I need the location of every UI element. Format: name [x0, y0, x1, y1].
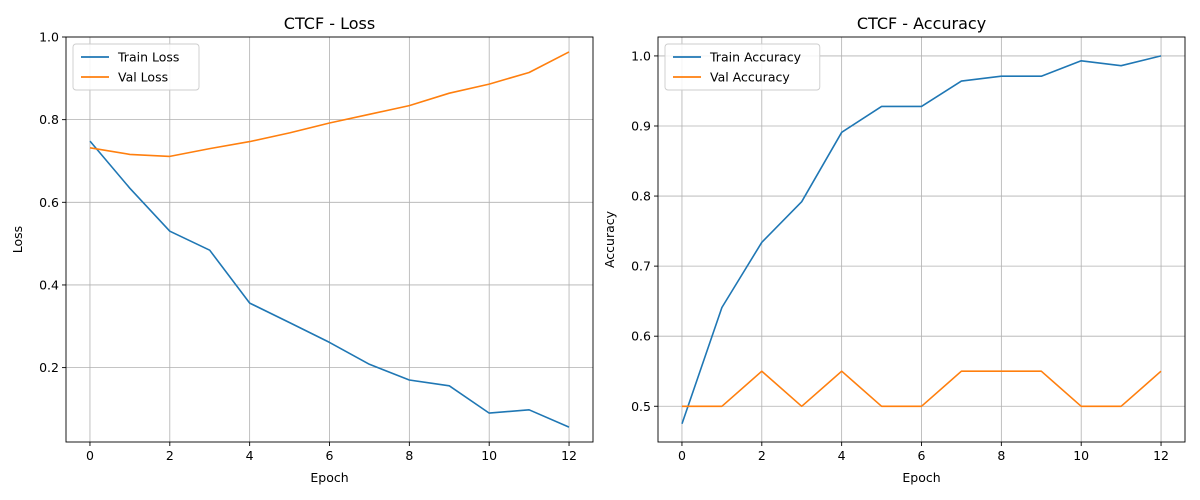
loss-legend-box [72, 43, 200, 91]
loss-series-train [89, 140, 570, 428]
accuracy-series-train [681, 55, 1162, 425]
loss-chart: CTCF - Loss Epoch Loss 0 2 4 6 8 10 12 0.2 0.4 0.… [10, 14, 594, 485]
accuracy-ytick-label: 0.8 [631, 189, 651, 204]
loss-chart-title: CTCF - Loss [284, 14, 375, 33]
loss-xtick-label: 2 [166, 448, 174, 463]
accuracy-xtick-label: 8 [997, 448, 1005, 463]
accuracy-ytick-label: 1.0 [631, 48, 651, 63]
loss-xtick-label: 0 [86, 448, 94, 463]
loss-xtick-label: 8 [405, 448, 413, 463]
loss-xtick-label: 6 [326, 448, 334, 463]
loss-xtick-label: 10 [481, 448, 497, 463]
loss-xtick-label: 12 [561, 448, 577, 463]
loss-ytick-label: 0.2 [39, 360, 59, 375]
loss-ytick-label: 0.4 [39, 277, 59, 292]
accuracy-chart-xlabel: Epoch [902, 470, 940, 485]
accuracy-legend-box [664, 43, 821, 91]
accuracy-series-val [682, 370, 1162, 408]
accuracy-xtick-label: 10 [1073, 448, 1089, 463]
accuracy-xtick-label: 4 [838, 448, 846, 463]
loss-legend-label: Train Loss [117, 50, 179, 65]
accuracy-legend-label: Train Accuracy [709, 50, 802, 65]
accuracy-xtick-label: 0 [678, 448, 686, 463]
accuracy-chart: CTCF - Accuracy Epoch Accuracy 0 2 4 6 8 10 12… [602, 14, 1186, 485]
accuracy-xtick-label: 2 [758, 448, 766, 463]
accuracy-ytick-label: 0.5 [631, 399, 651, 414]
loss-chart-xlabel: Epoch [310, 470, 348, 485]
loss-series-val [89, 51, 570, 158]
loss-xtick-label: 4 [246, 448, 254, 463]
accuracy-xtick-label: 6 [918, 448, 926, 463]
accuracy-chart-title: CTCF - Accuracy [857, 14, 986, 33]
accuracy-ytick-label: 0.9 [631, 118, 651, 133]
loss-legend-label: Val Loss [118, 70, 168, 85]
loss-chart-ylabel: Loss [10, 226, 25, 253]
accuracy-legend-label: Val Accuracy [710, 70, 790, 85]
loss-ytick-label: 0.6 [39, 195, 59, 210]
loss-ytick-label: 1.0 [39, 30, 59, 45]
loss-ytick-label: 0.8 [39, 112, 59, 127]
accuracy-xtick-label: 12 [1153, 448, 1169, 463]
accuracy-ytick-label: 0.7 [631, 259, 651, 274]
accuracy-ytick-label: 0.6 [631, 329, 651, 344]
accuracy-chart-ylabel: Accuracy [602, 210, 617, 268]
